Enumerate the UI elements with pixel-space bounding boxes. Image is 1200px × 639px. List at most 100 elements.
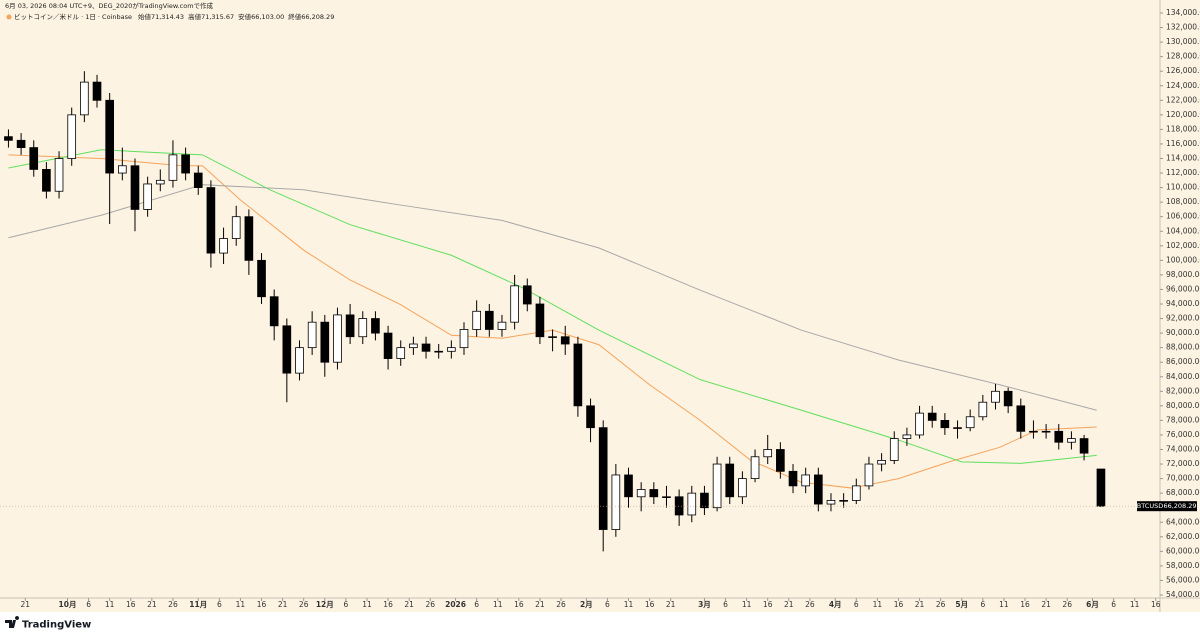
- candle-body: [282, 325, 292, 374]
- stat-value: 66,103.00: [251, 13, 284, 21]
- candle-body: [864, 463, 874, 487]
- x-tick-label: 6: [344, 600, 349, 609]
- y-tick-label: 84,000.00: [1166, 372, 1200, 381]
- candle-body: [143, 183, 152, 210]
- x-tick-label: 16: [514, 600, 524, 609]
- candle-body: [16, 139, 26, 148]
- x-tick-label: 21: [404, 600, 414, 609]
- candle-body: [560, 336, 570, 345]
- y-tick-label: 116,000.00: [1166, 139, 1200, 148]
- x-tick-label: 21: [535, 600, 545, 609]
- candle-body: [1067, 438, 1076, 443]
- candle-body: [371, 318, 380, 334]
- y-tick-label: 122,000.00: [1166, 95, 1200, 104]
- candle-body: [548, 336, 557, 338]
- x-tick-label: 2月: [580, 600, 593, 609]
- y-tick-label: 56,000.00: [1166, 575, 1200, 584]
- candle-body: [257, 259, 266, 298]
- x-tick-label: 16: [257, 600, 267, 609]
- candle-body: [1079, 438, 1089, 454]
- candle-body: [181, 154, 190, 174]
- y-tick-label: 114,000.00: [1166, 154, 1200, 163]
- candle-body: [687, 492, 697, 516]
- candle-body: [535, 303, 545, 338]
- candle-body: [510, 285, 519, 323]
- x-tick-label: 6月: [1086, 600, 1099, 609]
- x-tick-label: 21: [278, 600, 288, 609]
- x-tick-label: 16: [763, 600, 773, 609]
- y-tick-label: 94,000.00: [1166, 299, 1200, 308]
- candle-body: [902, 434, 912, 439]
- moving-average: [8, 149, 1097, 464]
- candle-body: [421, 343, 431, 352]
- x-tick-label: 26: [299, 600, 309, 609]
- stat-label: 終値: [288, 12, 302, 21]
- y-tick-label: 88,000.00: [1166, 343, 1200, 352]
- candle-body: [801, 474, 810, 487]
- candle-body: [700, 492, 709, 509]
- y-tick-label: 134,000.00: [1166, 8, 1200, 17]
- candle-body: [611, 474, 621, 530]
- candle-body: [814, 474, 823, 505]
- candle-body: [358, 318, 368, 338]
- logo-text: TradingView: [22, 620, 91, 631]
- candle-body: [447, 347, 456, 352]
- candle-body: [662, 496, 671, 498]
- x-tick-label: 2026: [445, 600, 466, 609]
- x-tick-label: 21: [784, 600, 794, 609]
- moving-average: [8, 154, 1097, 489]
- candle-body: [130, 165, 140, 210]
- y-tick-label: 120,000.00: [1166, 110, 1200, 119]
- logo-icon: [5, 616, 20, 628]
- symbol-info: ビットコイン／米ドル · 1日 · Coinbase: [14, 12, 132, 21]
- candle-body: [67, 114, 77, 159]
- x-tick-label: 11: [493, 600, 503, 609]
- candle-body: [231, 216, 241, 239]
- x-tick-label: 21: [21, 600, 31, 609]
- candle-body: [1054, 430, 1064, 443]
- x-tick-label: 11: [105, 600, 115, 609]
- y-tick-label: 92,000.00: [1166, 314, 1200, 323]
- x-tick-label: 6: [723, 600, 728, 609]
- candle-body: [624, 474, 633, 498]
- candle-body: [383, 332, 393, 359]
- y-tick-label: 78,000.00: [1166, 415, 1200, 424]
- y-tick-label: 58,000.00: [1166, 561, 1200, 570]
- candle-body: [915, 412, 924, 436]
- x-tick-label: 6: [217, 600, 222, 609]
- x-tick-label: 26: [556, 600, 566, 609]
- candle-body: [877, 460, 886, 465]
- candle-body: [940, 419, 950, 429]
- candle-body: [4, 136, 13, 141]
- x-tick-label: 16: [645, 600, 655, 609]
- y-tick-label: 80,000.00: [1166, 401, 1200, 410]
- x-tick-label: 6: [1111, 600, 1116, 609]
- candle-body: [118, 165, 127, 174]
- stat-value: 71,314.43: [151, 13, 184, 21]
- candle-body: [29, 147, 39, 170]
- y-tick-label: 106,000.00: [1166, 212, 1200, 221]
- symbol-dot: [6, 14, 12, 20]
- x-tick-label: 11: [624, 600, 634, 609]
- candle-body: [776, 449, 785, 472]
- y-tick-label: 130,000.00: [1166, 37, 1200, 46]
- x-tick-label: 21: [666, 600, 676, 609]
- candle-body: [193, 172, 203, 189]
- candle-body: [80, 81, 89, 116]
- y-tick-label: 100,000.00: [1166, 255, 1200, 264]
- candle-body: [953, 427, 962, 429]
- x-tick-label: 3月: [698, 600, 711, 609]
- x-tick-label: 16: [1020, 600, 1030, 609]
- candle-body: [497, 321, 507, 330]
- y-tick-label: 82,000.00: [1166, 386, 1200, 395]
- candle-body: [333, 314, 342, 363]
- candle-body: [573, 343, 583, 407]
- candle-body: [750, 456, 760, 479]
- candle-body: [927, 412, 937, 421]
- ohlc-stats: 始値 71,314.43 高値 71,315.67 安値 66,103.00 終値 66,20…: [138, 12, 334, 21]
- y-tick-label: 118,000.00: [1166, 124, 1200, 133]
- candle-body: [649, 489, 659, 498]
- y-tick-label: 70,000.00: [1166, 474, 1200, 483]
- x-tick-label: 11: [362, 600, 372, 609]
